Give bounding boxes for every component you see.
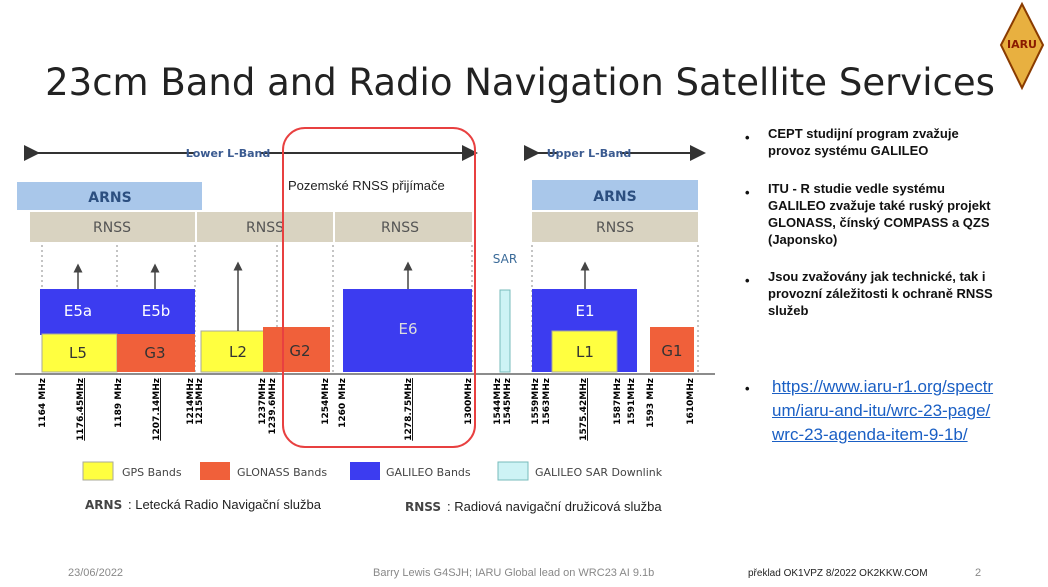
signal-label: E1 (575, 302, 594, 320)
rnss-label: RNSS (381, 220, 419, 236)
arns-label: ARNS (88, 190, 131, 206)
frequency-label: 1237MHz (258, 378, 268, 425)
band-label: Lower L-Band (186, 147, 271, 160)
signal-label: G3 (144, 344, 165, 362)
signal-label: G1 (661, 342, 682, 360)
bullet-text: CEPT studijní program zvažuje provoz sys… (768, 126, 959, 158)
page-number: 2 (975, 567, 982, 579)
frequency-label: 1300MHz (464, 378, 474, 425)
frequency-label: 1575.42MHz (579, 378, 589, 441)
arns-bar (532, 180, 698, 210)
definition-abbr: ARNS (85, 498, 122, 512)
frequency-label: 1563MHz (542, 378, 552, 425)
frequency-label: 1207.14MHz (152, 378, 162, 441)
frequency-label: 1164 MHz (38, 378, 48, 428)
frequency-label: 1559MHz (531, 378, 541, 425)
title: 23cm Band and Radio Navigation Satellite… (45, 61, 995, 104)
sar-bar (499, 289, 511, 373)
legend-label: GLONASS Bands (237, 466, 327, 479)
signal-label: E6 (398, 320, 417, 338)
signal-label: E5b (142, 302, 171, 320)
frequency-label: 1545MHz (503, 378, 513, 425)
rnss-label: RNSS (596, 220, 634, 236)
bullet: Jsou zvažovány jak technické, tak i prov… (745, 268, 995, 319)
highlight-label: Pozemské RNSS přijímače (288, 178, 445, 193)
legend-label: GPS Bands (122, 466, 182, 479)
footer-translation: překlad OK1VPZ 8/2022 OK2KKW.COM (748, 568, 928, 579)
signal-label: L1 (576, 343, 594, 361)
bullet-text: ITU - R studie vedle systému GALILEO zva… (768, 181, 991, 247)
rnss-bar (30, 212, 195, 242)
legend-label: GALILEO SAR Downlink (535, 466, 663, 479)
legend-label: GALILEO Bands (386, 466, 471, 479)
band-label: Upper L-Band (547, 147, 631, 160)
frequency-label: 1591MHz (627, 378, 637, 425)
galileo-bar (343, 289, 472, 372)
frequency-label: 1587MHz (613, 378, 623, 425)
signal-label: G2 (289, 342, 310, 360)
definition-abbr: RNSS (405, 500, 441, 514)
gps-bar (41, 333, 118, 373)
footer-date: 23/06/2022 (68, 567, 124, 579)
frequency-label: 1239.6MHz (268, 378, 278, 434)
frequency-label: 1610MHz (686, 378, 696, 425)
galileo-bar (40, 289, 195, 335)
frequency-label: 1544MHz (493, 378, 503, 425)
frequency-label: 1214MHz (186, 378, 196, 425)
arns-bar (17, 182, 202, 210)
frequency-label: 1215MHz (195, 378, 205, 425)
frequency-label: 1189 MHz (114, 378, 124, 428)
bullet: ITU - R studie vedle systému GALILEO zva… (745, 180, 995, 248)
rnss-label: RNSS (246, 220, 284, 236)
bullet: CEPT studijní program zvažuje provoz sys… (745, 125, 980, 159)
signal-label: L5 (69, 344, 87, 362)
rnss-bar (532, 212, 698, 242)
gps-bar (551, 330, 618, 373)
signal-label: E5a (64, 302, 92, 320)
link[interactable]: https://www.iaru-r1.org/spectrum/iaru-an… (772, 377, 994, 444)
glonass-bar (117, 334, 195, 372)
definition-text: : Letecká Radio Navigační služba (128, 497, 322, 512)
footer-author: Barry Lewis G4SJH; IARU Global lead on W… (373, 567, 655, 579)
rnss-bar (197, 212, 333, 242)
glonass-bar (263, 327, 330, 372)
bullet-text: Jsou zvažovány jak technické, tak i prov… (768, 269, 993, 318)
logo-text: IARU (1007, 38, 1037, 51)
frequency-label: 1593 MHz (646, 378, 656, 428)
glonass-bar (650, 327, 694, 372)
definition-text: : Radiová navigační družicová služba (447, 499, 662, 514)
frequency-label: 1176.45MHz (76, 378, 86, 441)
frequency-label: 1260 MHz (338, 378, 348, 428)
logo: IARU (999, 1, 1045, 91)
arns-label: ARNS (593, 189, 636, 205)
rnss-bar (335, 212, 472, 242)
frequency-label: 1254MHz (321, 378, 331, 425)
sar-label: SAR (493, 252, 517, 266)
rnss-label: RNSS (93, 220, 131, 236)
frequency-label: 1278.75MHz (404, 378, 414, 441)
highlight-box (282, 127, 476, 448)
signal-label: L2 (229, 343, 247, 361)
